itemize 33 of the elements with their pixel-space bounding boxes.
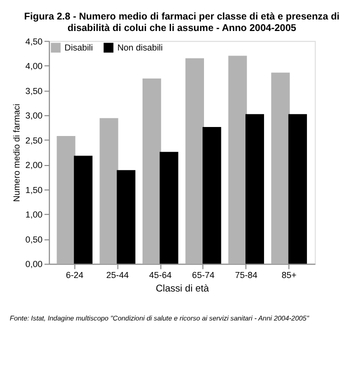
bar (142, 78, 162, 264)
y-tick-label: 0,50 (25, 234, 43, 244)
y-tick-label: 2,50 (25, 135, 43, 146)
chart-title: Figura 2.8 - Numero medio di farmaci per classe di età e presenza di disabilità di colui che li assume - Anno 2004-2005 (24, 11, 340, 34)
y-tick-label: 4,00 (25, 61, 43, 72)
x-axis-title: Classi di età (156, 284, 210, 295)
y-tick-label: 3,50 (25, 86, 43, 96)
x-tick-label: 85+ (282, 270, 297, 280)
bar (100, 118, 118, 264)
bar (74, 156, 92, 264)
legend-label: Disabili (64, 42, 93, 53)
y-tick-label: 0,00 (25, 259, 43, 270)
x-tick-label: 6-24 (66, 270, 84, 280)
y-tick-label: 3,00 (25, 110, 43, 121)
y-axis-title: Numero medio di farmaci (12, 104, 22, 202)
y-tick-label: 4,50 (25, 36, 43, 46)
legend-label: Non disabili (117, 42, 163, 53)
x-tick-label: 45-64 (149, 270, 172, 280)
y-tick-label: 2,00 (25, 160, 43, 170)
y-tick-label: 1,00 (25, 210, 43, 220)
x-tick-label: 65-74 (192, 270, 215, 280)
bar (228, 56, 247, 264)
bar (202, 127, 222, 264)
x-tick-label: 75-84 (234, 270, 258, 280)
bar (185, 58, 204, 264)
y-tick-label: 1,50 (25, 184, 43, 195)
bar (271, 72, 290, 264)
bar (245, 114, 264, 264)
bar (56, 136, 76, 264)
bar (288, 114, 307, 264)
x-tick-label: 25-44 (106, 270, 129, 280)
bar (116, 170, 136, 264)
bar (160, 152, 178, 264)
